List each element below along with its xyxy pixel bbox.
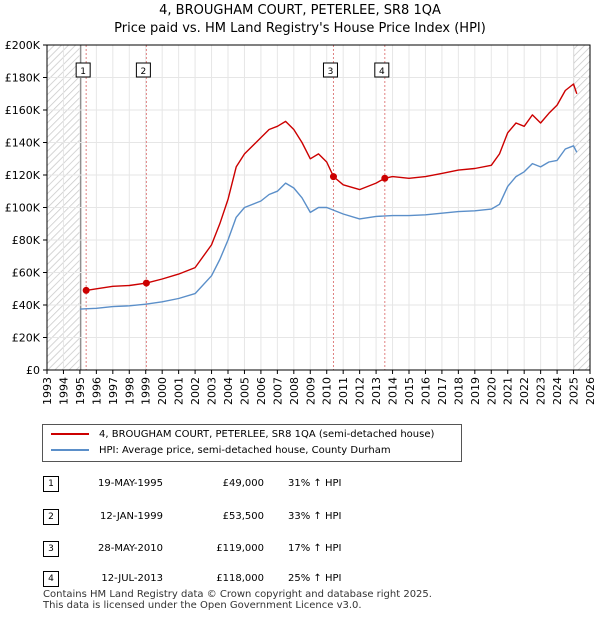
x-tick-label: 2021 <box>502 377 515 405</box>
x-tick-label: 2003 <box>206 377 219 405</box>
sale-price: £53,500 <box>222 511 264 522</box>
x-tick-label: 2012 <box>354 377 367 405</box>
x-tick-label: 2023 <box>535 377 548 405</box>
y-tick-label: £40K <box>12 299 41 312</box>
sale-number-badge: 1 <box>43 476 59 492</box>
sale-label-box <box>322 62 338 78</box>
legend-item-hpi: HPI: Average price, semi-detached house,… <box>51 443 391 459</box>
x-tick-label: 1998 <box>123 377 136 405</box>
x-tick-label: 2001 <box>173 377 186 405</box>
x-tick-label: 2010 <box>321 377 334 405</box>
price-chart: 1 2 3 4 £0 £20K £40K £60K £80K £100K £120K £140K £1… <box>5 39 597 405</box>
hpi-line <box>79 145 578 310</box>
y-tick-label: £60K <box>12 267 41 280</box>
sale-date: 12-JUL-2013 <box>101 573 163 584</box>
x-tick-label: 2020 <box>485 377 498 405</box>
sale-hpi-change: 33% ↑ HPI <box>288 511 342 522</box>
x-tick-label: 1994 <box>57 377 70 405</box>
sale-label-number: 1 <box>80 67 86 77</box>
sale-hpi-change: 31% ↑ HPI <box>288 478 342 489</box>
x-tick-label: 2006 <box>255 377 268 405</box>
sale-date: 19-MAY-1995 <box>97 478 163 489</box>
footer: Contains HM Land Registry data © Crown c… <box>43 589 432 611</box>
legend-line-hpi <box>51 449 89 451</box>
y-tick-label: £200K <box>5 39 41 52</box>
x-tick-label: 2018 <box>452 377 465 405</box>
legend-item-property: 4, BROUGHAM COURT, PETERLEE, SR8 1QA (se… <box>51 427 434 443</box>
sale-row: 1 19-MAY-1995 £49,000 31% ↑ HPI <box>38 475 458 493</box>
x-tick-label: 1999 <box>140 377 153 405</box>
footer-licence: This data is licensed under the Open Gov… <box>43 600 362 611</box>
x-tick-label: 2019 <box>469 377 482 405</box>
sale-hpi-change: 25% ↑ HPI <box>288 573 342 584</box>
sale-label-box <box>374 62 390 78</box>
x-tick-label: 2013 <box>370 377 383 405</box>
sale-label-number: 4 <box>379 67 385 77</box>
x-tick-label: 2011 <box>337 377 350 405</box>
y-tick-label: £120K <box>5 169 41 182</box>
legend-line-property <box>51 433 89 435</box>
x-tick-label: 2022 <box>518 377 531 405</box>
x-tick-label: 2004 <box>222 377 235 405</box>
footer-copyright: Contains HM Land Registry data © Crown c… <box>43 589 432 600</box>
sale-hpi-change: 17% ↑ HPI <box>288 543 342 554</box>
sale-label-box <box>135 62 151 78</box>
x-tick-label: 2008 <box>288 377 301 405</box>
y-tick-label: £20K <box>12 332 41 345</box>
sale-point <box>82 286 90 294</box>
sale-date: 28-MAY-2010 <box>97 543 163 554</box>
x-tick-label: 2007 <box>271 377 284 405</box>
x-tick-label: 2024 <box>551 377 564 405</box>
y-tick-label: £80K <box>12 234 41 247</box>
chart-title: 4, BROUGHAM COURT, PETERLEE, SR8 1QA <box>159 3 441 18</box>
sale-price: £118,000 <box>216 573 264 584</box>
x-tick-label: 2017 <box>436 377 449 405</box>
x-tick-label: 2002 <box>189 377 202 405</box>
y-tick-label: £100K <box>5 202 41 215</box>
x-tick-label: 2014 <box>387 377 400 405</box>
chart-subtitle: Price paid vs. HM Land Registry's House … <box>114 21 486 36</box>
x-tick-label: 2025 <box>568 377 581 405</box>
sale-price: £49,000 <box>222 478 264 489</box>
x-tick-label: 1997 <box>107 377 120 405</box>
y-tick-label: £180K <box>5 72 41 85</box>
sale-point <box>381 174 389 182</box>
sale-number-badge: 2 <box>43 509 59 525</box>
sale-date: 12-JAN-1999 <box>99 511 163 522</box>
sale-number-badge: 4 <box>43 571 59 587</box>
sale-row: 4 12-JUL-2013 £118,000 25% ↑ HPI <box>38 570 458 588</box>
y-tick-label: £0 <box>26 364 40 377</box>
sale-label-box <box>75 62 91 78</box>
sale-point <box>329 173 337 181</box>
legend: 4, BROUGHAM COURT, PETERLEE, SR8 1QA (se… <box>42 424 462 462</box>
x-tick-label: 1995 <box>74 377 87 405</box>
x-tick-label: 2015 <box>403 377 416 405</box>
legend-label-property: 4, BROUGHAM COURT, PETERLEE, SR8 1QA (se… <box>99 429 435 440</box>
sale-price: £119,000 <box>216 543 264 554</box>
x-tick-label: 1996 <box>90 377 103 405</box>
sale-row: 2 12-JAN-1999 £53,500 33% ↑ HPI <box>38 508 458 526</box>
x-tick-label: 1993 <box>41 377 54 405</box>
x-tick-label: 2000 <box>156 377 169 405</box>
x-tick-label: 2009 <box>304 377 317 405</box>
sale-point <box>142 279 150 287</box>
y-tick-label: £160K <box>5 104 41 117</box>
sale-label-number: 3 <box>328 67 334 77</box>
y-tick-label: £140K <box>5 137 41 150</box>
legend-label-hpi: HPI: Average price, semi-detached house,… <box>99 445 391 456</box>
x-tick-label: 2026 <box>584 377 597 405</box>
x-tick-label: 2016 <box>419 377 432 405</box>
x-tick-label: 2005 <box>238 377 251 405</box>
sale-label-number: 2 <box>141 67 147 77</box>
sale-row: 3 28-MAY-2010 £119,000 17% ↑ HPI <box>38 540 458 558</box>
sale-number-badge: 3 <box>43 541 59 557</box>
